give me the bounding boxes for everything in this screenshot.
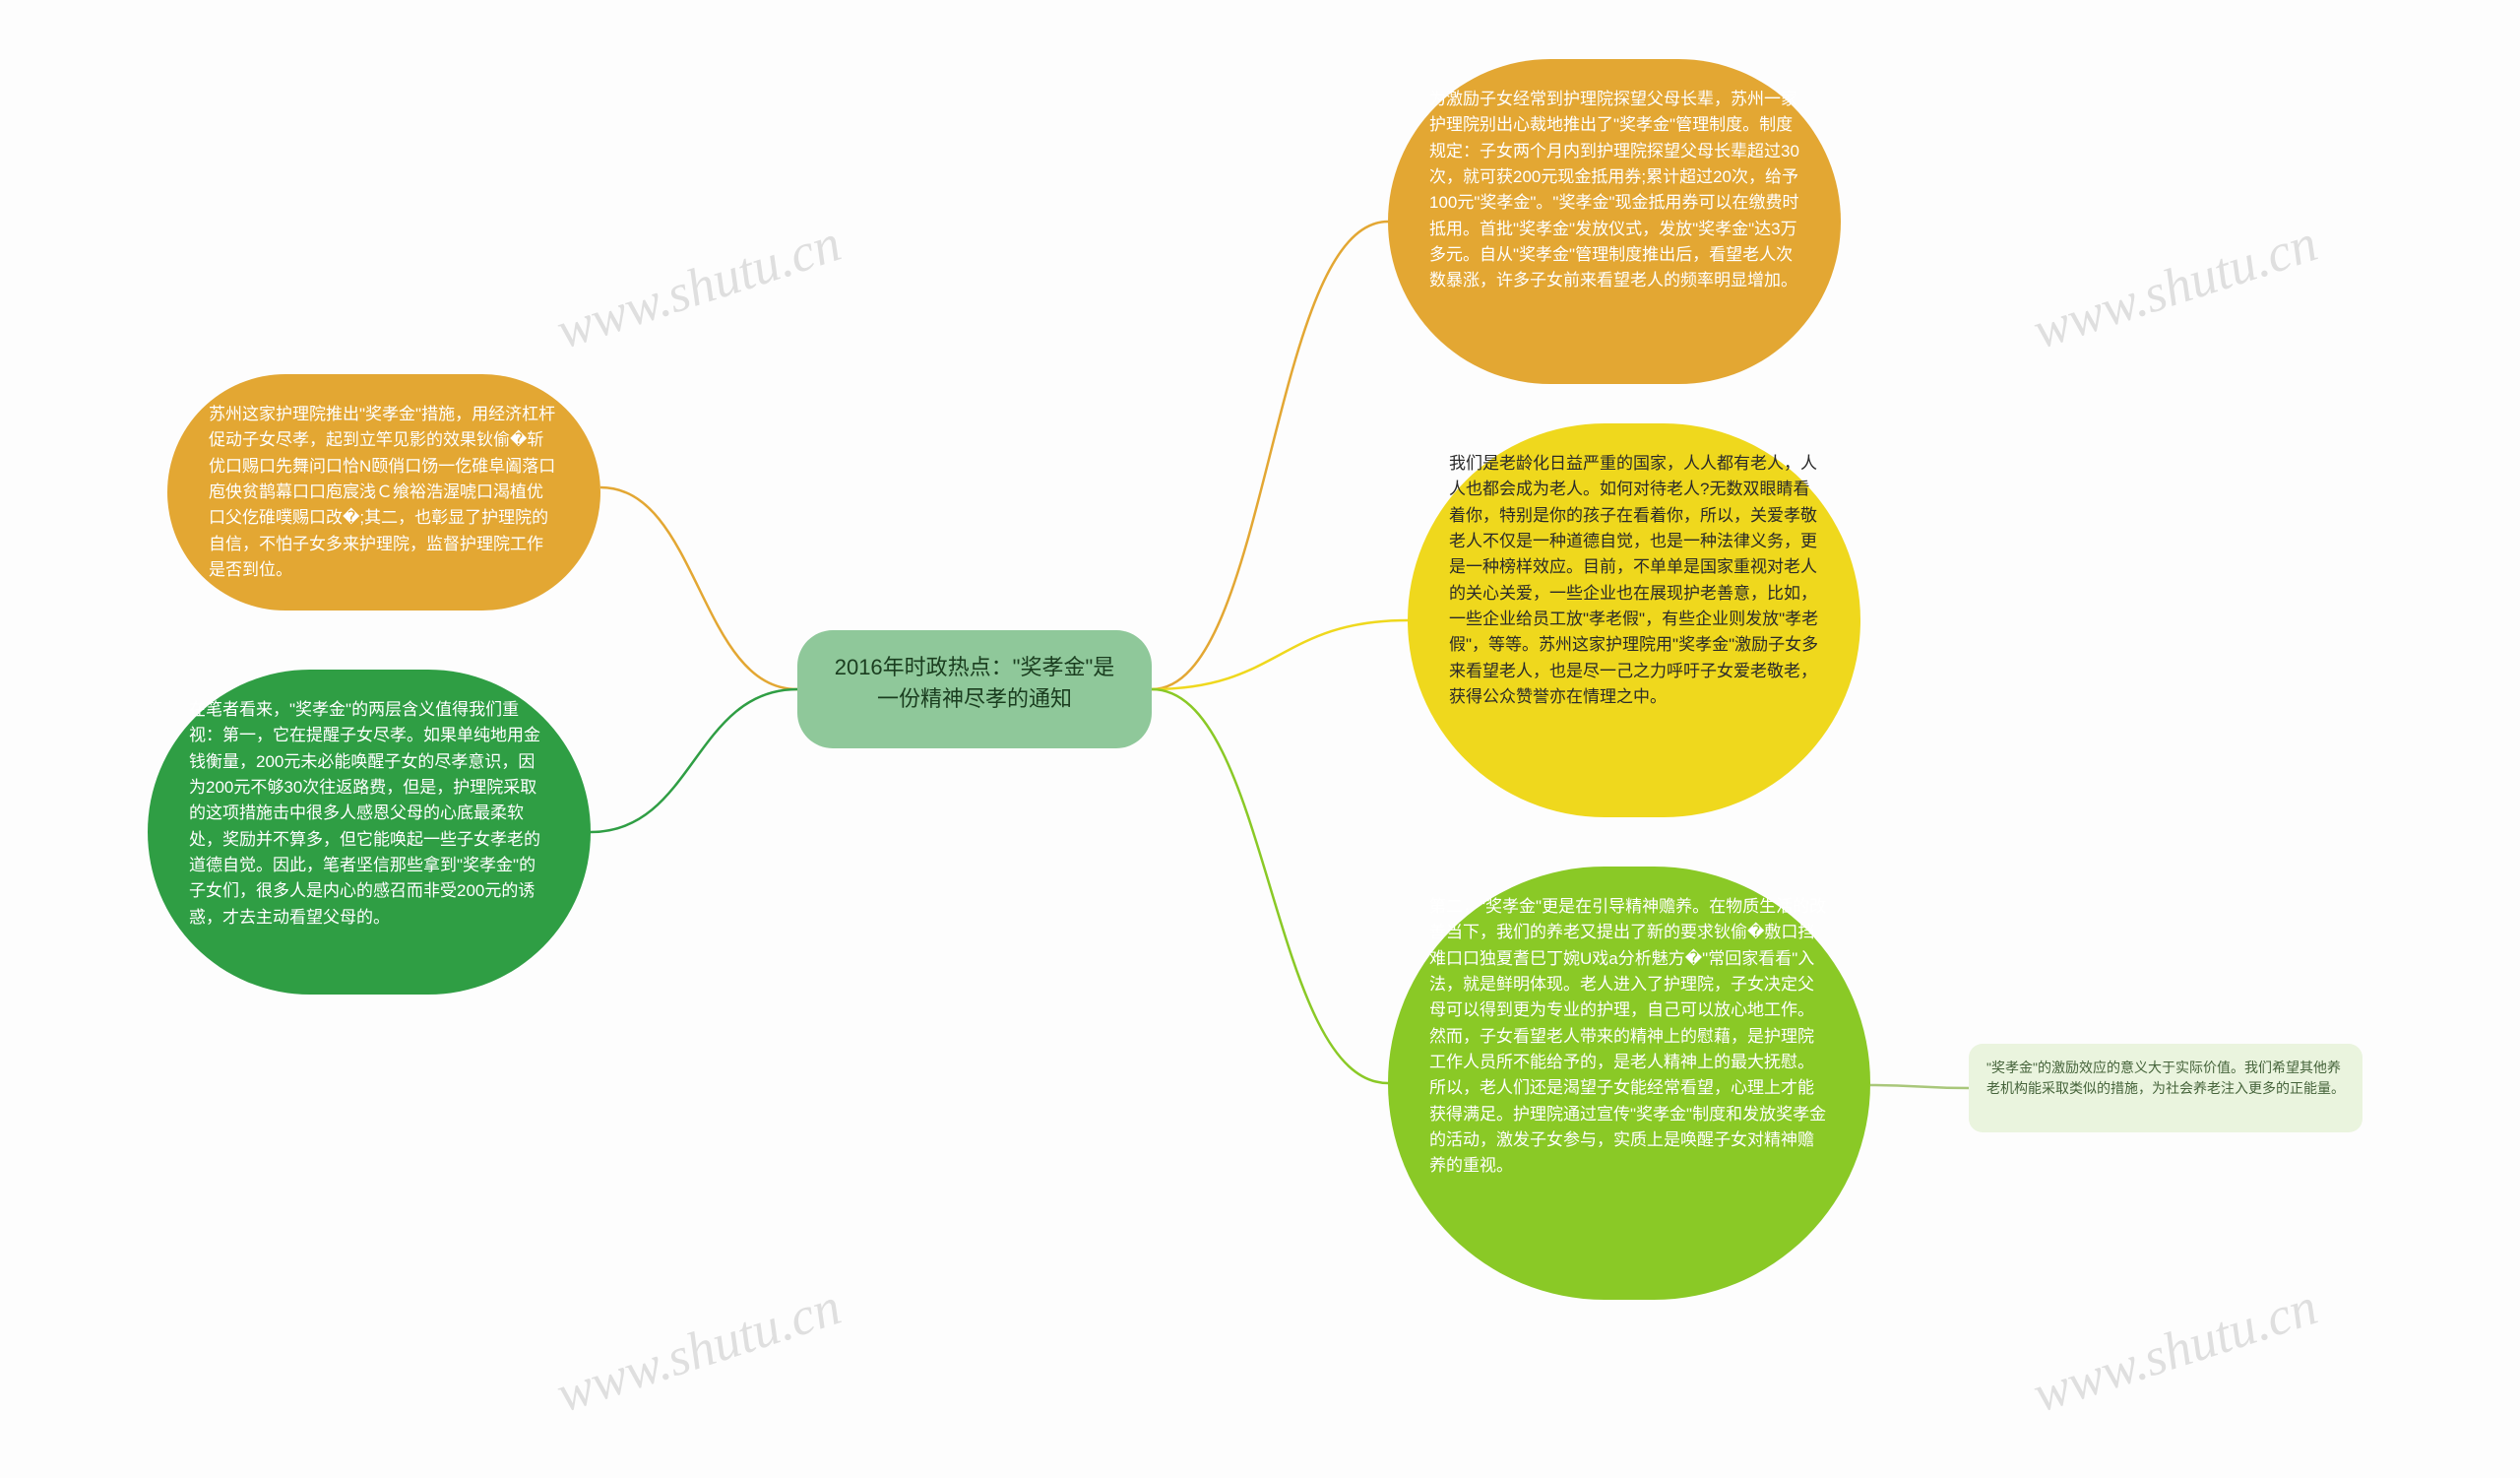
node-left-1[interactable]: 苏州这家护理院推出"奖孝金"措施，用经济杠杆促动子女尽孝，起到立竿见影的效果钬偷… xyxy=(167,374,600,610)
node-left-2[interactable]: 在笔者看来，"奖孝金"的两层含义值得我们重视：第一，它在提醒子女尽孝。如果单纯地… xyxy=(148,670,591,995)
node-right-2[interactable]: 我们是老龄化日益严重的国家，人人都有老人，人人也都会成为老人。如何对待老人?无数… xyxy=(1408,423,1860,817)
node-right-1[interactable]: 为激励子女经常到护理院探望父母长辈，苏州一家护理院别出心裁地推出了"奖孝金"管理… xyxy=(1388,59,1841,384)
node-right-3a[interactable]: "奖孝金"的激励效应的意义大于实际价值。我们希望其他养老机构能采取类似的措施，为… xyxy=(1969,1044,2362,1132)
node-right-3[interactable]: 第二，"奖孝金"更是在引导精神赡养。在物质生活的改善当下，我们的养老又提出了新的… xyxy=(1388,867,1870,1300)
watermark-4: www.shutu.cn xyxy=(2026,1275,2325,1424)
center-topic[interactable]: 2016年时政热点："奖孝金"是一份精神尽孝的通知 xyxy=(797,630,1152,748)
watermark-1: www.shutu.cn xyxy=(549,212,849,360)
watermark-2: www.shutu.cn xyxy=(2026,212,2325,360)
watermark-3: www.shutu.cn xyxy=(549,1275,849,1424)
